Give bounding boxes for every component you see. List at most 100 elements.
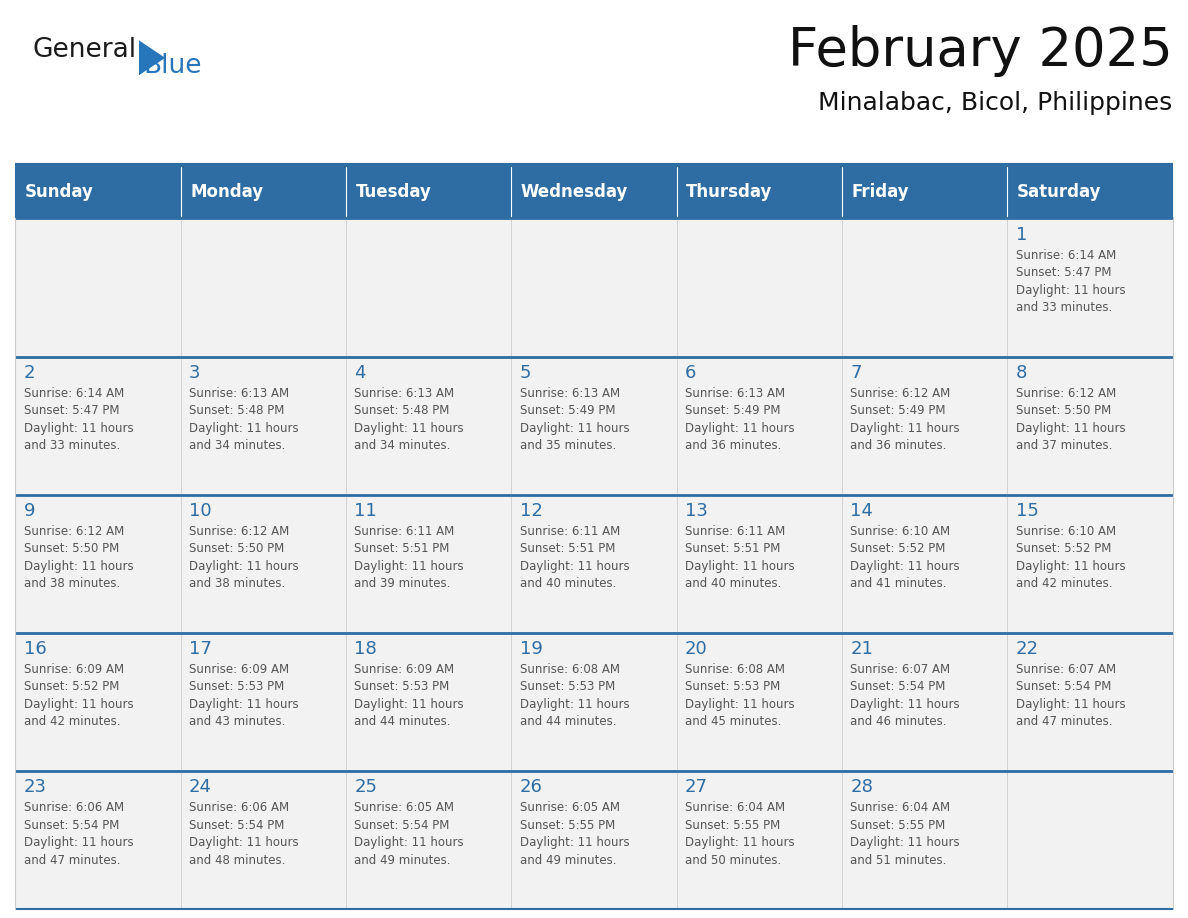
Text: Sunrise: 6:10 AM
Sunset: 5:52 PM
Daylight: 11 hours
and 42 minutes.: Sunrise: 6:10 AM Sunset: 5:52 PM Dayligh…: [1016, 525, 1125, 590]
Polygon shape: [139, 40, 165, 75]
Bar: [677, 771, 842, 909]
Text: 27: 27: [685, 778, 708, 796]
Bar: [15, 165, 181, 218]
Text: Sunrise: 6:11 AM
Sunset: 5:51 PM
Daylight: 11 hours
and 40 minutes.: Sunrise: 6:11 AM Sunset: 5:51 PM Dayligh…: [519, 525, 630, 590]
Text: Sunrise: 6:06 AM
Sunset: 5:54 PM
Daylight: 11 hours
and 48 minutes.: Sunrise: 6:06 AM Sunset: 5:54 PM Dayligh…: [189, 801, 298, 867]
Bar: [677, 218, 842, 356]
Text: 20: 20: [685, 640, 708, 658]
Text: Sunrise: 6:10 AM
Sunset: 5:52 PM
Daylight: 11 hours
and 41 minutes.: Sunrise: 6:10 AM Sunset: 5:52 PM Dayligh…: [851, 525, 960, 590]
Text: Sunrise: 6:04 AM
Sunset: 5:55 PM
Daylight: 11 hours
and 51 minutes.: Sunrise: 6:04 AM Sunset: 5:55 PM Dayligh…: [851, 801, 960, 867]
Text: 5: 5: [519, 364, 531, 382]
Bar: [15, 633, 181, 771]
Text: Sunrise: 6:13 AM
Sunset: 5:49 PM
Daylight: 11 hours
and 35 minutes.: Sunrise: 6:13 AM Sunset: 5:49 PM Dayligh…: [519, 386, 630, 453]
Text: 16: 16: [24, 640, 46, 658]
Bar: [842, 633, 1007, 771]
Bar: [181, 165, 346, 218]
Bar: [1007, 495, 1173, 633]
Bar: [15, 495, 181, 633]
Text: 9: 9: [24, 502, 36, 520]
Text: Sunrise: 6:12 AM
Sunset: 5:50 PM
Daylight: 11 hours
and 37 minutes.: Sunrise: 6:12 AM Sunset: 5:50 PM Dayligh…: [1016, 386, 1125, 453]
Text: 24: 24: [189, 778, 213, 796]
Bar: [842, 165, 1007, 218]
Text: 15: 15: [1016, 502, 1038, 520]
Text: Sunrise: 6:07 AM
Sunset: 5:54 PM
Daylight: 11 hours
and 47 minutes.: Sunrise: 6:07 AM Sunset: 5:54 PM Dayligh…: [1016, 663, 1125, 729]
Bar: [181, 495, 346, 633]
Text: Monday: Monday: [190, 183, 264, 201]
Text: 12: 12: [519, 502, 543, 520]
Text: Tuesday: Tuesday: [355, 183, 431, 201]
Bar: [842, 495, 1007, 633]
Bar: [511, 771, 677, 909]
Bar: [15, 218, 181, 356]
Text: 25: 25: [354, 778, 378, 796]
Text: Sunrise: 6:09 AM
Sunset: 5:53 PM
Daylight: 11 hours
and 44 minutes.: Sunrise: 6:09 AM Sunset: 5:53 PM Dayligh…: [354, 663, 465, 729]
Bar: [346, 165, 511, 218]
Bar: [677, 356, 842, 495]
Text: 1: 1: [1016, 226, 1026, 244]
Bar: [1007, 218, 1173, 356]
Bar: [511, 356, 677, 495]
Text: General: General: [32, 37, 137, 62]
Bar: [181, 356, 346, 495]
Text: 4: 4: [354, 364, 366, 382]
Text: Sunrise: 6:09 AM
Sunset: 5:53 PM
Daylight: 11 hours
and 43 minutes.: Sunrise: 6:09 AM Sunset: 5:53 PM Dayligh…: [189, 663, 298, 729]
Bar: [181, 633, 346, 771]
Text: Minalabac, Bicol, Philippines: Minalabac, Bicol, Philippines: [819, 91, 1173, 115]
Text: Thursday: Thursday: [687, 183, 772, 201]
Text: Sunrise: 6:06 AM
Sunset: 5:54 PM
Daylight: 11 hours
and 47 minutes.: Sunrise: 6:06 AM Sunset: 5:54 PM Dayligh…: [24, 801, 133, 867]
Text: 19: 19: [519, 640, 543, 658]
Text: Sunday: Sunday: [25, 183, 94, 201]
Bar: [181, 771, 346, 909]
Text: 11: 11: [354, 502, 377, 520]
Bar: [15, 771, 181, 909]
Bar: [842, 218, 1007, 356]
Bar: [346, 495, 511, 633]
Bar: [1007, 771, 1173, 909]
Text: Sunrise: 6:05 AM
Sunset: 5:54 PM
Daylight: 11 hours
and 49 minutes.: Sunrise: 6:05 AM Sunset: 5:54 PM Dayligh…: [354, 801, 465, 867]
Text: 13: 13: [685, 502, 708, 520]
Text: 7: 7: [851, 364, 861, 382]
Text: Sunrise: 6:13 AM
Sunset: 5:48 PM
Daylight: 11 hours
and 34 minutes.: Sunrise: 6:13 AM Sunset: 5:48 PM Dayligh…: [354, 386, 465, 453]
Bar: [677, 633, 842, 771]
Bar: [677, 495, 842, 633]
Bar: [1007, 633, 1173, 771]
Text: Sunrise: 6:13 AM
Sunset: 5:48 PM
Daylight: 11 hours
and 34 minutes.: Sunrise: 6:13 AM Sunset: 5:48 PM Dayligh…: [189, 386, 298, 453]
Bar: [511, 633, 677, 771]
Text: 6: 6: [685, 364, 696, 382]
Text: February 2025: February 2025: [788, 25, 1173, 77]
Text: Sunrise: 6:04 AM
Sunset: 5:55 PM
Daylight: 11 hours
and 50 minutes.: Sunrise: 6:04 AM Sunset: 5:55 PM Dayligh…: [685, 801, 795, 867]
Bar: [511, 495, 677, 633]
Text: 18: 18: [354, 640, 377, 658]
Text: 10: 10: [189, 502, 211, 520]
Text: Sunrise: 6:11 AM
Sunset: 5:51 PM
Daylight: 11 hours
and 40 minutes.: Sunrise: 6:11 AM Sunset: 5:51 PM Dayligh…: [685, 525, 795, 590]
Text: 14: 14: [851, 502, 873, 520]
Text: 3: 3: [189, 364, 201, 382]
Text: Sunrise: 6:08 AM
Sunset: 5:53 PM
Daylight: 11 hours
and 44 minutes.: Sunrise: 6:08 AM Sunset: 5:53 PM Dayligh…: [519, 663, 630, 729]
Bar: [346, 633, 511, 771]
Text: Saturday: Saturday: [1017, 183, 1101, 201]
Text: Sunrise: 6:12 AM
Sunset: 5:50 PM
Daylight: 11 hours
and 38 minutes.: Sunrise: 6:12 AM Sunset: 5:50 PM Dayligh…: [189, 525, 298, 590]
Bar: [511, 218, 677, 356]
Text: Sunrise: 6:12 AM
Sunset: 5:50 PM
Daylight: 11 hours
and 38 minutes.: Sunrise: 6:12 AM Sunset: 5:50 PM Dayligh…: [24, 525, 133, 590]
Text: Sunrise: 6:13 AM
Sunset: 5:49 PM
Daylight: 11 hours
and 36 minutes.: Sunrise: 6:13 AM Sunset: 5:49 PM Dayligh…: [685, 386, 795, 453]
Text: Sunrise: 6:08 AM
Sunset: 5:53 PM
Daylight: 11 hours
and 45 minutes.: Sunrise: 6:08 AM Sunset: 5:53 PM Dayligh…: [685, 663, 795, 729]
Text: 2: 2: [24, 364, 36, 382]
Text: 23: 23: [24, 778, 46, 796]
Text: Blue: Blue: [144, 53, 202, 80]
Text: 21: 21: [851, 640, 873, 658]
Text: Sunrise: 6:12 AM
Sunset: 5:49 PM
Daylight: 11 hours
and 36 minutes.: Sunrise: 6:12 AM Sunset: 5:49 PM Dayligh…: [851, 386, 960, 453]
Text: Sunrise: 6:14 AM
Sunset: 5:47 PM
Daylight: 11 hours
and 33 minutes.: Sunrise: 6:14 AM Sunset: 5:47 PM Dayligh…: [24, 386, 133, 453]
Text: 22: 22: [1016, 640, 1038, 658]
Bar: [346, 218, 511, 356]
Text: Wednesday: Wednesday: [520, 183, 628, 201]
Text: Sunrise: 6:09 AM
Sunset: 5:52 PM
Daylight: 11 hours
and 42 minutes.: Sunrise: 6:09 AM Sunset: 5:52 PM Dayligh…: [24, 663, 133, 729]
Bar: [1007, 356, 1173, 495]
Bar: [677, 165, 842, 218]
Text: Friday: Friday: [852, 183, 909, 201]
Bar: [181, 218, 346, 356]
Text: 17: 17: [189, 640, 211, 658]
Bar: [842, 356, 1007, 495]
Bar: [346, 771, 511, 909]
Bar: [15, 356, 181, 495]
Text: 26: 26: [519, 778, 543, 796]
